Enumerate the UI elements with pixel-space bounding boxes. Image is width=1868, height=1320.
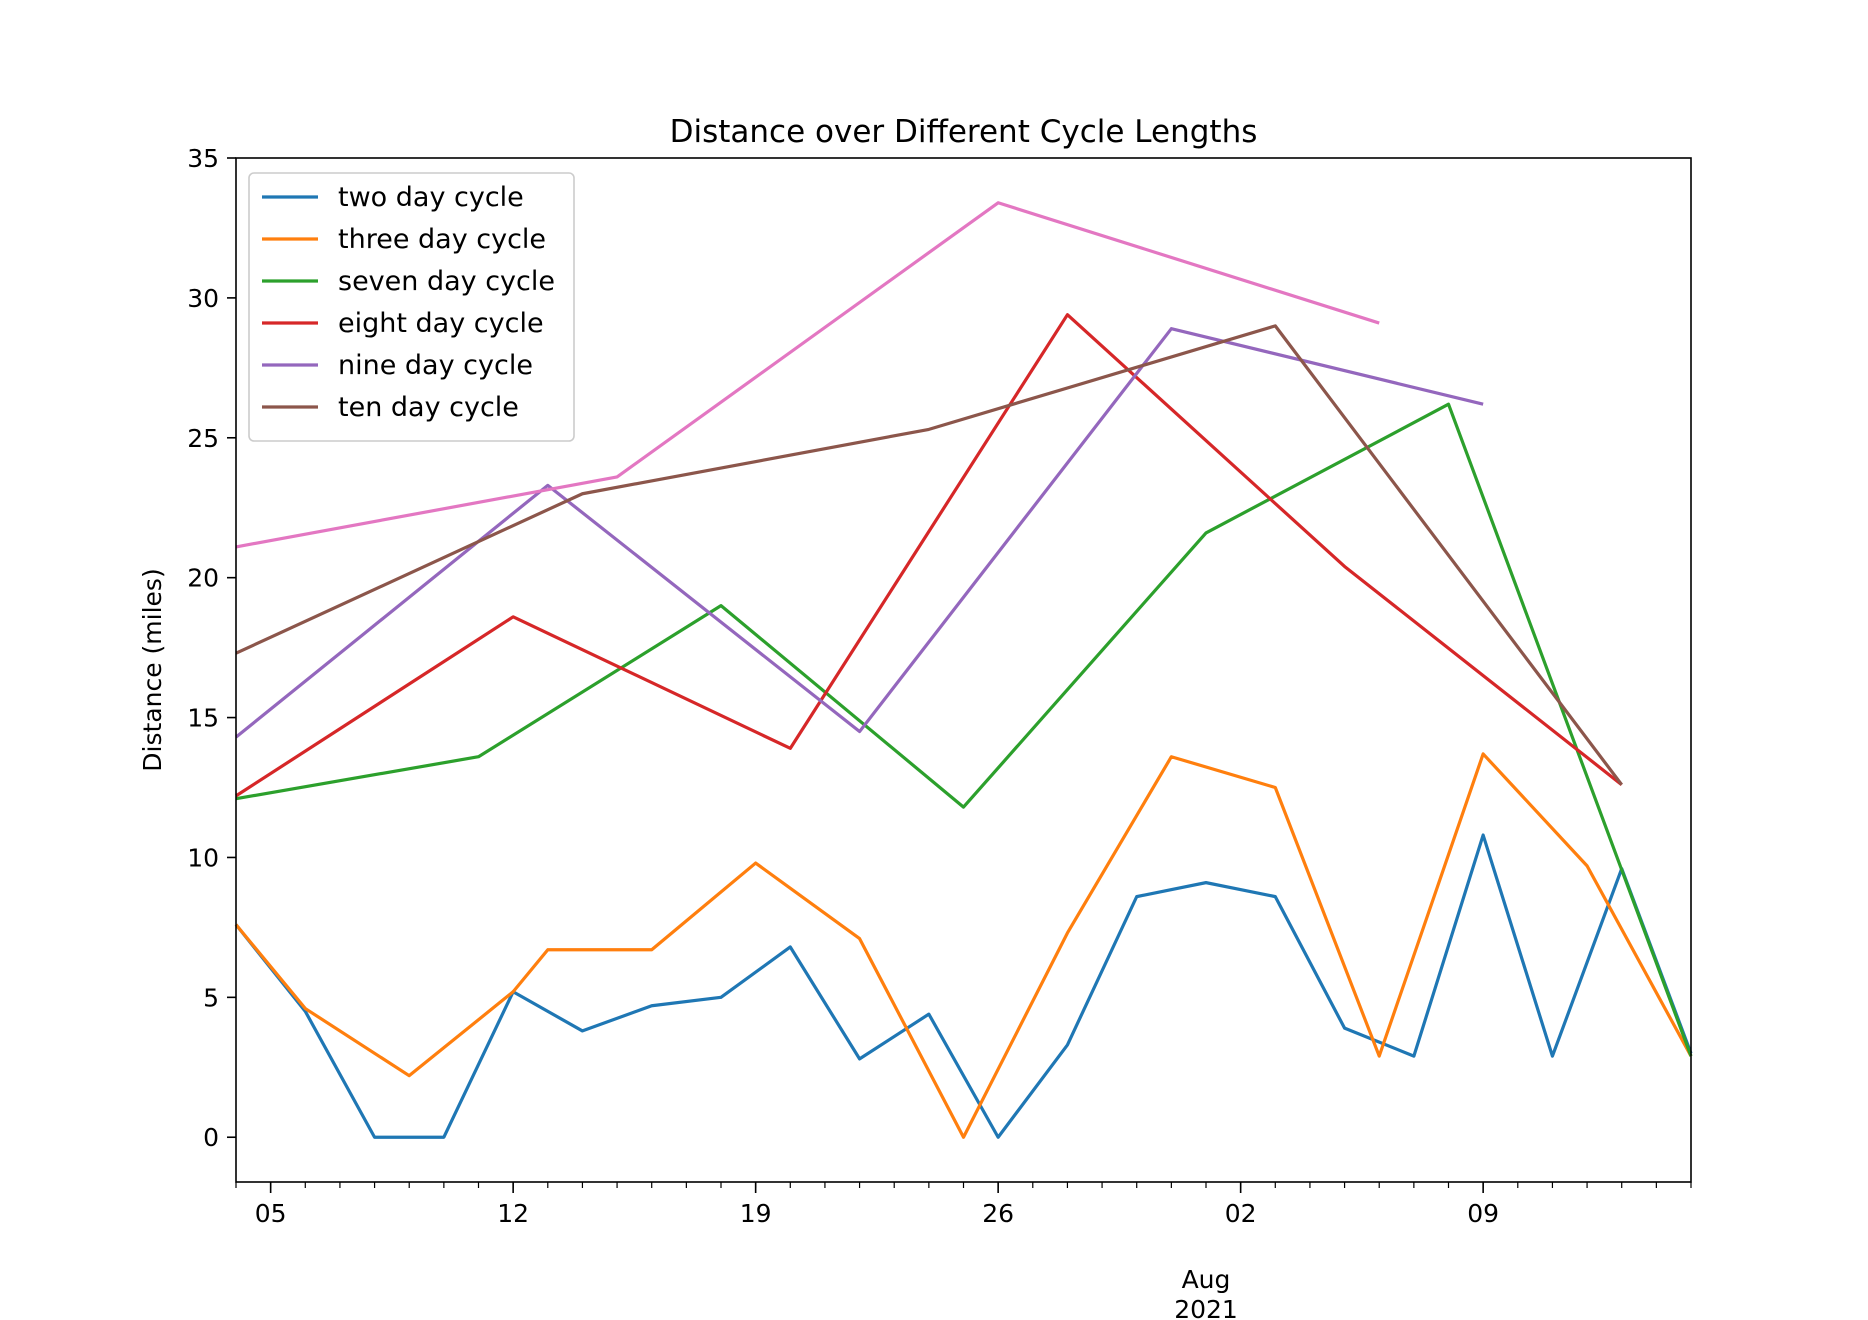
x-month-year-label: Aug bbox=[1182, 1265, 1231, 1294]
series-line-ten-day-cycle bbox=[235, 324, 1623, 786]
x-tick-label: 12 bbox=[497, 1199, 529, 1228]
legend-label: two day cycle bbox=[338, 182, 524, 213]
y-tick-label: 5 bbox=[203, 983, 219, 1012]
x-month-year-label: 2021 bbox=[1174, 1295, 1238, 1320]
series-line-seven-day-cycle bbox=[235, 402, 1693, 1057]
y-tick-label: 0 bbox=[203, 1123, 219, 1152]
legend: two day cycle three day cycle seven day cy… bbox=[248, 172, 575, 442]
x-tick-label: 26 bbox=[982, 1199, 1014, 1228]
y-tick-label: 35 bbox=[187, 144, 219, 173]
y-tick-label: 10 bbox=[187, 843, 219, 872]
x-tick-label: 02 bbox=[1225, 1199, 1257, 1228]
legend-label: seven day cycle bbox=[338, 266, 555, 297]
series-line-nine-day-cycle bbox=[234, 327, 1484, 739]
y-tick-label: 15 bbox=[187, 704, 219, 733]
series-layer bbox=[234, 201, 1693, 1139]
legend-box bbox=[248, 172, 575, 442]
legend-label: three day cycle bbox=[338, 224, 546, 255]
y-axis-label: Distance (miles) bbox=[138, 568, 167, 771]
legend-label: ten day cycle bbox=[338, 392, 519, 423]
chart-title: Distance over Different Cycle Lengths bbox=[670, 114, 1258, 150]
x-tick-label: 09 bbox=[1467, 1199, 1499, 1228]
x-tick-label: 05 bbox=[255, 1199, 287, 1228]
series-line-three-day-cycle bbox=[234, 752, 1693, 1139]
series-line-eight-day-cycle bbox=[235, 313, 1623, 798]
y-tick-label: 25 bbox=[187, 424, 219, 453]
x-tick-label: 19 bbox=[740, 1199, 772, 1228]
series-line-two-day-cycle bbox=[234, 833, 1693, 1139]
series-line-series-7 bbox=[235, 201, 1380, 549]
y-tick-label: 20 bbox=[187, 564, 219, 593]
legend-label: nine day cycle bbox=[338, 350, 533, 381]
legend-label: eight day cycle bbox=[338, 308, 544, 339]
y-tick-label: 30 bbox=[187, 284, 219, 313]
